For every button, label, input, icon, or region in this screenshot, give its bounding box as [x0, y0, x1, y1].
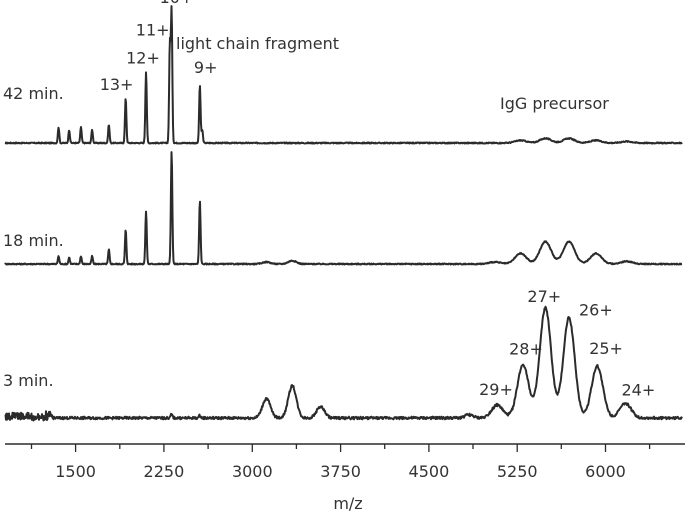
- igg-precursor-annotation: IgG precursor: [500, 94, 609, 113]
- peak-charge-label: 28+: [509, 340, 543, 359]
- peak-charge-label: 12+: [126, 49, 160, 68]
- peak-charge-labels: 13+ 12+ 11+ 10+ 9+ 29+ 28+ 27+ 26+ 25+ 24+: [100, 0, 656, 399]
- x-tick-label: 3000: [232, 462, 273, 481]
- peak-charge-label: 24+: [622, 380, 656, 399]
- spectrum-trace: [4, 5, 683, 145]
- spectrum-traces: 42 min. 18 min. 3 min.: [3, 5, 683, 422]
- x-tick-label: 4500: [409, 462, 450, 481]
- series-time-label: 18 min.: [3, 231, 64, 250]
- peak-charge-label: 13+: [100, 75, 134, 94]
- series-time-label: 3 min.: [3, 371, 54, 390]
- spectrum-trace: [4, 305, 683, 422]
- x-tick-label: 3750: [320, 462, 361, 481]
- peak-charge-label: 11+: [136, 20, 170, 39]
- spectrum-trace: [4, 151, 683, 266]
- series-time-label: 42 min.: [3, 84, 64, 103]
- x-tick-label: 1500: [55, 462, 96, 481]
- x-tick-label: 2250: [144, 462, 185, 481]
- x-axis-title: m/z: [333, 494, 362, 513]
- peak-charge-label: 27+: [527, 287, 561, 306]
- x-axis: 1500 2250 3000 3750 4500 5250 6000 m/z: [5, 443, 685, 513]
- x-tick-label: 6000: [585, 462, 626, 481]
- x-axis-ticks: 1500 2250 3000 3750 4500 5250 6000: [30, 444, 651, 481]
- peak-charge-label: 29+: [479, 380, 513, 399]
- peak-charge-label: 26+: [579, 301, 613, 320]
- peak-charge-label: 10+: [160, 0, 194, 7]
- x-tick-label: 5250: [497, 462, 538, 481]
- peak-charge-label: 25+: [589, 339, 623, 358]
- peak-charge-label: 9+: [194, 58, 218, 77]
- light-chain-annotation: light chain fragment: [176, 34, 339, 53]
